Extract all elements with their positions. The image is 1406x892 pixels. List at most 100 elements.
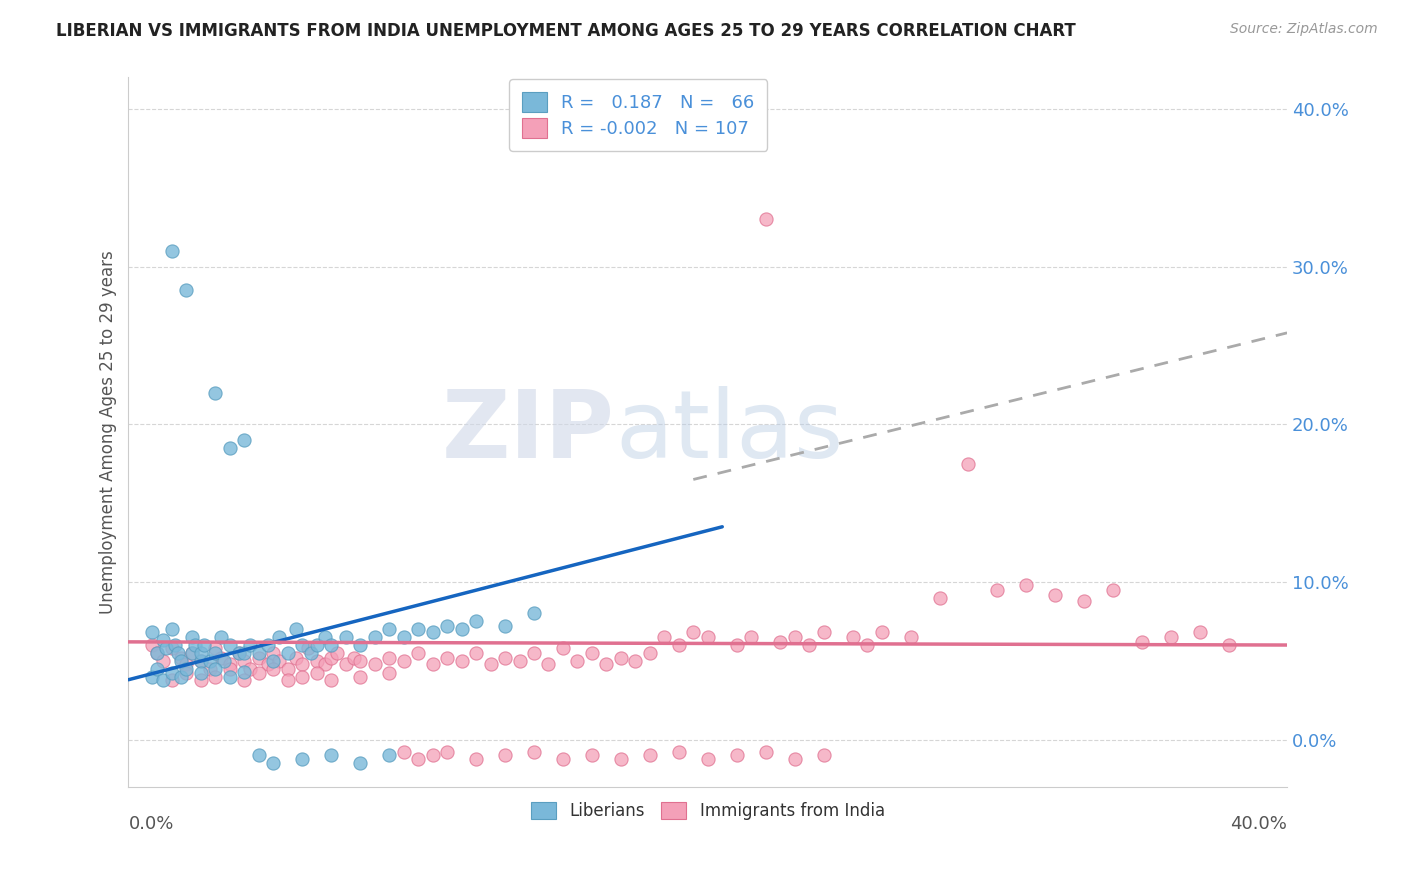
Point (392, 630, 415, 644)
Point (465, 751, 488, 765)
Point (1189, 625, 1212, 640)
Point (299, 646, 322, 660)
Point (277, 646, 299, 660)
Point (335, 657, 357, 671)
Point (508, 654, 530, 668)
Point (190, 654, 212, 668)
Point (233, 665, 256, 679)
Point (652, 630, 675, 644)
Point (305, 666, 328, 681)
Point (610, 650, 633, 665)
Point (256, 638, 278, 652)
Point (321, 748, 343, 763)
Point (392, 745, 415, 759)
Point (856, 638, 879, 652)
Point (314, 630, 336, 644)
Point (813, 625, 835, 640)
Point (725, 748, 748, 763)
Point (212, 654, 235, 668)
Point (551, 641, 574, 656)
Point (291, 669, 314, 683)
Point (335, 630, 357, 644)
Point (783, 751, 806, 765)
Point (247, 748, 270, 763)
Point (285, 650, 308, 665)
Point (406, 751, 429, 765)
Point (155, 641, 177, 656)
Point (285, 622, 308, 636)
Point (166, 646, 188, 660)
Point (755, 745, 778, 759)
Point (378, 650, 401, 665)
Point (169, 650, 191, 665)
Point (696, 751, 718, 765)
Point (176, 283, 198, 297)
Point (378, 666, 401, 681)
Point (406, 622, 429, 636)
Point (262, 756, 284, 771)
Point (146, 646, 169, 660)
Point (494, 748, 516, 763)
Point (537, 657, 560, 671)
Point (277, 673, 299, 687)
Point (198, 662, 221, 676)
Point (218, 662, 240, 676)
Point (204, 646, 226, 660)
Point (870, 625, 893, 640)
Point (233, 654, 256, 668)
Point (204, 662, 226, 676)
Point (422, 657, 444, 671)
Point (595, 657, 617, 671)
Point (160, 666, 183, 681)
Point (218, 441, 240, 455)
Point (769, 635, 792, 649)
Point (314, 657, 336, 671)
Point (141, 625, 163, 640)
Point (422, 748, 444, 763)
Point (326, 646, 349, 660)
Point (190, 654, 212, 668)
Point (957, 457, 980, 471)
Point (523, 646, 546, 660)
Point (228, 646, 250, 660)
Point (190, 673, 212, 687)
Point (610, 751, 633, 765)
Text: ZIP: ZIP (443, 386, 614, 478)
Point (349, 654, 371, 668)
Point (267, 630, 290, 644)
Point (349, 638, 371, 652)
Y-axis label: Unemployment Among Ages 25 to 29 years: Unemployment Among Ages 25 to 29 years (100, 251, 117, 614)
Point (581, 748, 603, 763)
Point (1218, 638, 1240, 652)
Text: 0.0%: 0.0% (128, 815, 174, 833)
Point (321, 650, 343, 665)
Point (494, 619, 516, 633)
Point (218, 638, 240, 652)
Point (247, 646, 270, 660)
Point (141, 638, 163, 652)
Point (638, 748, 661, 763)
Point (349, 756, 371, 771)
Point (1130, 635, 1153, 649)
Point (291, 751, 314, 765)
Point (1160, 630, 1182, 644)
Point (146, 646, 169, 660)
Point (755, 212, 778, 227)
Point (176, 657, 198, 671)
Point (297, 641, 319, 656)
Point (176, 662, 198, 676)
Point (146, 662, 169, 676)
Text: Source: ZipAtlas.com: Source: ZipAtlas.com (1230, 22, 1378, 37)
Point (239, 662, 262, 676)
Point (152, 633, 174, 648)
Point (928, 591, 950, 605)
Point (523, 607, 546, 621)
Point (181, 630, 204, 644)
Text: 40.0%: 40.0% (1230, 815, 1286, 833)
Point (799, 638, 821, 652)
Point (841, 630, 863, 644)
Point (349, 669, 371, 683)
Point (567, 654, 589, 668)
Point (193, 638, 215, 652)
Point (262, 662, 284, 676)
